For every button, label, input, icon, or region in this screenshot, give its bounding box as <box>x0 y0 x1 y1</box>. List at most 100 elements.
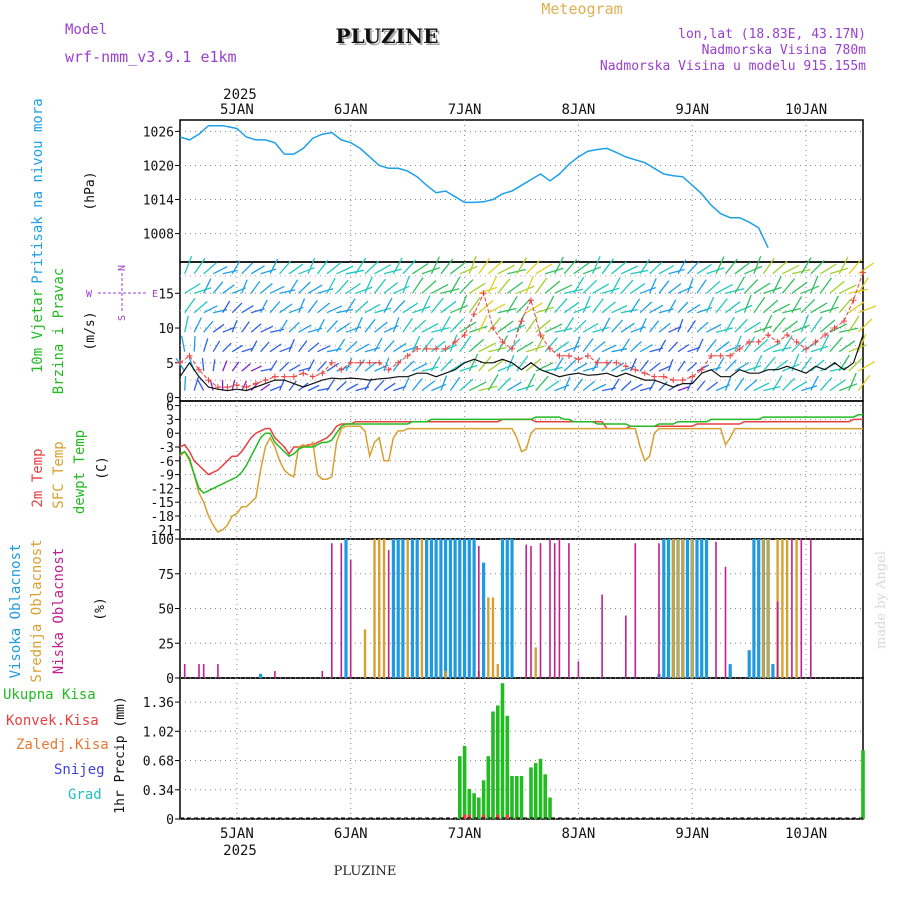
wind-arrow <box>393 342 407 353</box>
wind-arrow <box>649 320 660 333</box>
wind-arrow <box>658 339 667 353</box>
wind-arrow <box>668 283 682 294</box>
precip-label-total: Ukupna Kisa <box>3 687 96 703</box>
wind-arrow <box>630 383 643 392</box>
wind-arrow <box>507 268 526 275</box>
y-tick-label: 3 <box>166 413 174 428</box>
y-tick-label: 1014 <box>143 194 174 209</box>
wind-arrow <box>611 348 628 353</box>
cloud-high-bar <box>752 539 756 678</box>
wind-arrow <box>184 297 196 314</box>
wind-arrow <box>250 323 262 333</box>
precip-conv-bar <box>467 814 472 819</box>
wind-gust-marker <box>518 318 525 325</box>
wind-arrow <box>601 301 616 314</box>
wind-arrow <box>497 320 514 333</box>
wind-arrow <box>184 376 187 391</box>
cloud-high-bar <box>458 539 462 678</box>
cloud-high-bar <box>700 539 704 678</box>
wind-arrow <box>326 379 335 391</box>
wind-arrow <box>848 288 868 294</box>
wind-arrow <box>573 378 584 391</box>
wind-arrow <box>279 319 288 333</box>
y-tick-label: 0.68 <box>143 755 174 770</box>
wind-arrow <box>753 325 773 333</box>
wind-arrow <box>260 383 271 392</box>
station-title: PLUZINE <box>336 24 439 48</box>
wind-arrow <box>715 357 725 372</box>
cloud-low-bar <box>478 546 480 678</box>
top-day-label: 6JAN <box>334 102 368 118</box>
wind-arrow <box>848 315 860 333</box>
wind-arrow <box>801 385 818 392</box>
wind-arrow <box>402 317 413 333</box>
wind-gust-marker <box>461 331 468 338</box>
wind-gust-marker <box>300 370 307 377</box>
wind-arrow <box>203 338 209 352</box>
wind-arrow <box>316 318 325 333</box>
wind-arrow <box>544 337 558 353</box>
wind-arrow <box>734 335 742 352</box>
wind-arrow <box>554 284 573 294</box>
wind-arrow <box>279 303 293 314</box>
wind-arrow <box>468 255 477 275</box>
wind-arrow <box>241 305 254 314</box>
cloud-mid-bar <box>363 629 367 678</box>
wind-arrow <box>231 380 236 391</box>
wind-arrow <box>639 360 649 372</box>
wind-arrow <box>677 318 684 333</box>
wind-arrow <box>317 345 331 353</box>
wind-arrow <box>298 281 311 294</box>
wind-arrow <box>781 278 796 294</box>
wind-arrow <box>687 362 698 372</box>
wind-gust-marker <box>527 297 534 304</box>
wind-arrow <box>601 287 620 294</box>
wind-arrow <box>203 278 212 294</box>
wind-arrow <box>658 280 670 294</box>
y-tick-label: 5 <box>166 357 174 372</box>
cloud-low-bar <box>800 539 803 678</box>
wind-arrow <box>450 361 466 372</box>
wind-arrow <box>468 282 486 294</box>
wind-gust-marker <box>594 359 601 366</box>
wind-arrow <box>582 323 599 333</box>
wind-arrow <box>563 345 580 353</box>
wind-gust-marker <box>736 345 743 352</box>
wind-arrow <box>421 280 437 294</box>
wind-arrow <box>810 259 825 275</box>
precip-label-frz: Zaledj.Kisa <box>16 737 109 753</box>
wind-arrow <box>364 346 381 353</box>
wind-arrow <box>260 283 273 294</box>
wind-arrow <box>525 259 541 275</box>
wind-arrow <box>269 343 282 353</box>
wind-label-2: Brzina i Pravac <box>51 268 67 394</box>
wind-gust-marker <box>746 338 753 345</box>
wind-arrow <box>829 280 845 294</box>
cloud-high-bar <box>401 539 405 678</box>
cloud-mid-bar <box>487 597 490 678</box>
wind-arrow <box>497 307 517 314</box>
wind-arrow <box>772 275 782 294</box>
wind-arrow <box>307 284 323 294</box>
cloud-low-bar <box>715 541 717 678</box>
wind-gust-marker <box>480 290 487 297</box>
wind-speed-line <box>179 334 864 392</box>
wind-arrow <box>345 340 358 353</box>
wind-arrow <box>355 286 373 294</box>
wind-gust-marker <box>262 377 269 384</box>
wind-arrow <box>725 301 741 314</box>
wind-arrow <box>724 376 732 391</box>
wind-arrow <box>715 256 725 275</box>
wind-gust-marker <box>395 359 402 366</box>
cloud-low-bar <box>202 664 205 678</box>
wind-arrow <box>184 315 189 333</box>
wind-gust-marker <box>537 331 544 338</box>
wind-gust-marker <box>224 384 231 391</box>
cloud-high-bar <box>467 539 471 678</box>
wind-arrow <box>402 259 417 275</box>
wind-arrow <box>326 362 340 372</box>
wind-arrow <box>734 318 748 333</box>
wind-arrow <box>450 304 469 314</box>
wind-arrow <box>838 340 856 353</box>
wind-arrow <box>573 362 588 372</box>
